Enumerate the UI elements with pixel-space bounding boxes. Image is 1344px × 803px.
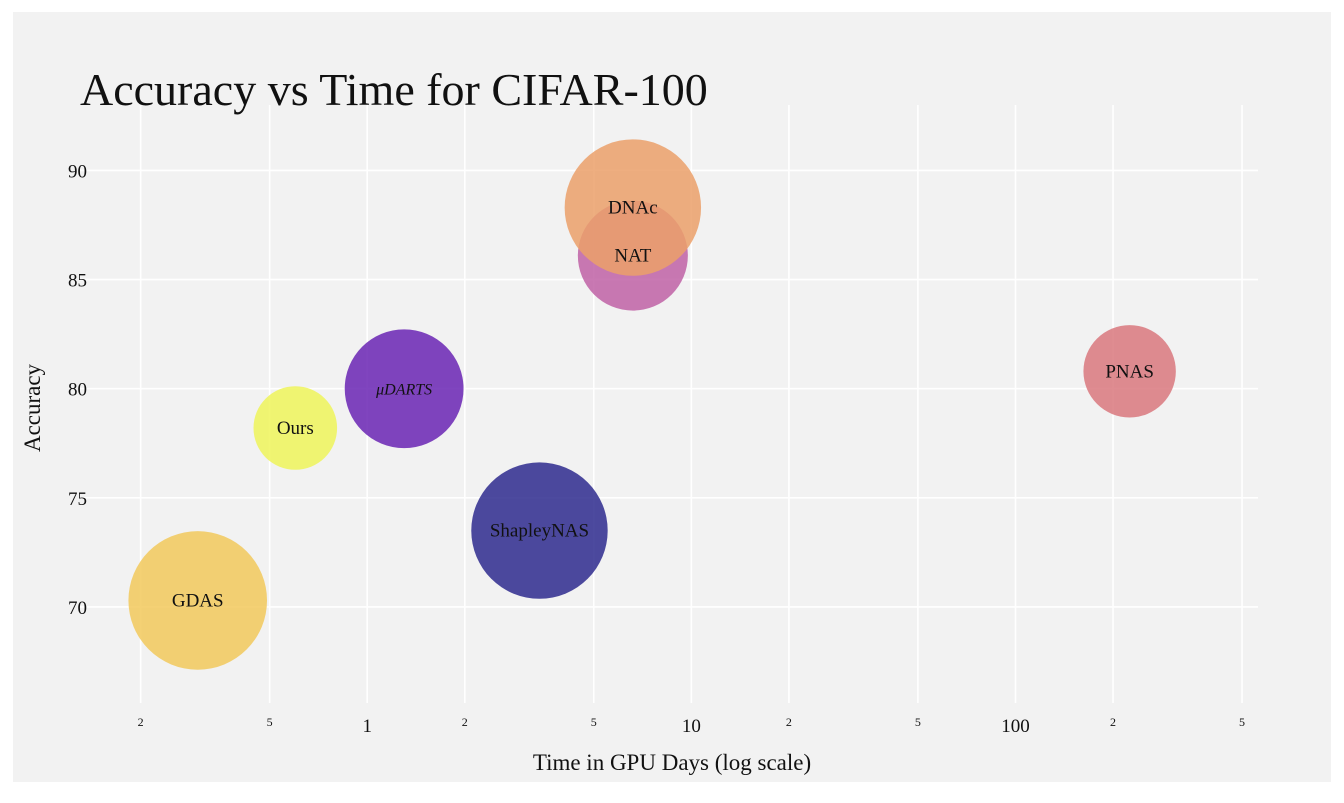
bubble-dnac (564, 139, 702, 276)
bubble-ours (253, 386, 338, 470)
bubble-gdas (128, 531, 268, 670)
bubble-label: Ours (277, 418, 314, 439)
bubble-labels: GDAS Ours μDARTS ShapleyNAS NAT DNAc PNAS (172, 198, 1154, 612)
bubble-label: PNAS (1105, 361, 1154, 382)
y-axis-ticks: 70 75 80 85 90 (68, 161, 87, 618)
y-tick-label: 75 (68, 489, 87, 510)
x-axis-ticks: 2 5 1 2 5 10 2 5 100 2 5 (138, 715, 1245, 737)
y-tick-label: 85 (68, 271, 87, 292)
y-tick-label: 80 (68, 380, 87, 401)
x-tick-label: 5 (591, 715, 597, 729)
y-axis-title: Accuracy (20, 363, 45, 452)
x-axis-title: Time in GPU Days (log scale) (533, 750, 811, 775)
x-tick-label: 1 (362, 716, 372, 737)
bubble-label: GDAS (172, 590, 224, 611)
x-tick-label: 2 (138, 715, 144, 729)
bubble-label: ShapleyNAS (490, 521, 589, 542)
bubble-label: μDARTS (375, 382, 432, 399)
y-tick-label: 70 (68, 598, 87, 619)
bubble-label: NAT (614, 246, 651, 267)
bubble-darts (344, 329, 464, 449)
bubble-label: DNAc (608, 198, 658, 219)
x-tick-label: 100 (1001, 716, 1030, 737)
x-tick-label: 2 (462, 715, 468, 729)
x-tick-label: 2 (1110, 715, 1116, 729)
chart-title: Accuracy vs Time for CIFAR-100 (80, 64, 708, 115)
x-tick-label: 2 (786, 715, 792, 729)
bubbles (128, 139, 1176, 670)
x-tick-label: 5 (267, 715, 273, 729)
y-tick-label: 90 (68, 161, 87, 182)
x-tick-label: 5 (1239, 715, 1245, 729)
bubble-pnas (1083, 325, 1176, 418)
x-tick-label: 10 (682, 716, 701, 737)
bubble-shapleynas (471, 462, 608, 599)
x-tick-label: 5 (915, 715, 921, 729)
